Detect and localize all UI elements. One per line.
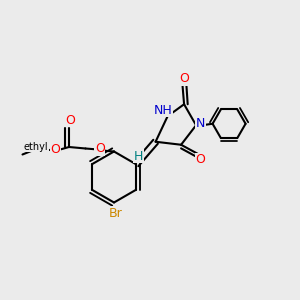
Text: ethyl: ethyl [24,142,48,152]
Text: O: O [66,113,75,127]
Text: H: H [134,149,143,163]
Text: N: N [196,117,205,130]
Text: O: O [95,142,105,155]
Text: NH: NH [154,104,172,117]
Text: O: O [51,142,60,156]
Text: O: O [179,72,189,85]
Text: O: O [196,153,206,166]
Text: Br: Br [109,206,122,220]
